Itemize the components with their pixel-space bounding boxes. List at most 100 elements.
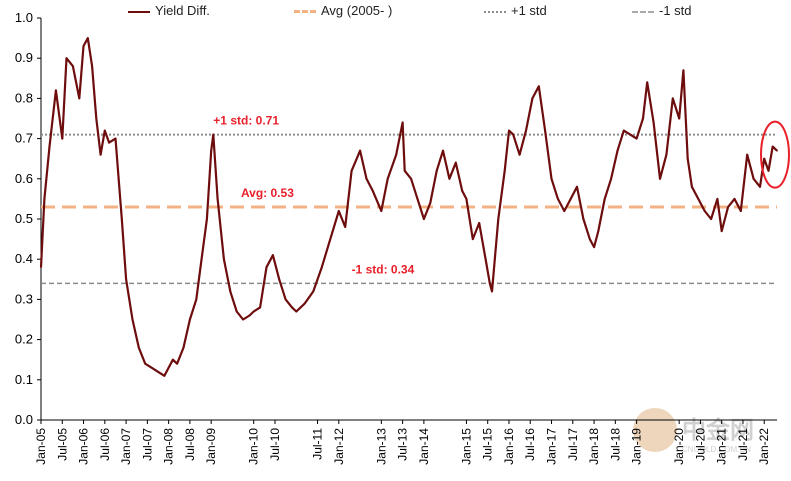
x-tick-label: Jan-09 xyxy=(204,428,218,465)
data-point xyxy=(303,302,306,305)
data-point xyxy=(716,198,719,200)
data-point xyxy=(448,177,451,180)
data-point xyxy=(491,290,493,293)
data-point xyxy=(597,230,600,232)
y-tick-label: 0.1 xyxy=(15,372,33,387)
x-tick-label: Jan-14 xyxy=(417,428,431,465)
x-tick-label: Jan-05 xyxy=(34,428,48,465)
data-point xyxy=(461,189,464,192)
data-point xyxy=(150,366,153,369)
data-point xyxy=(525,129,527,132)
data-point xyxy=(563,210,566,212)
data-point xyxy=(739,210,742,212)
data-point xyxy=(442,149,444,152)
data-point xyxy=(176,362,179,365)
x-tick-label: Jan-22 xyxy=(757,428,771,465)
data-point xyxy=(157,370,159,373)
data-point xyxy=(416,198,419,200)
x-tick-label: Jan-10 xyxy=(247,428,261,465)
data-point xyxy=(210,149,213,152)
data-point xyxy=(291,306,293,309)
reference-label: Avg: 0.53 xyxy=(241,186,294,200)
data-point xyxy=(242,318,244,321)
data-point xyxy=(557,198,559,200)
data-point xyxy=(212,133,215,136)
data-point xyxy=(550,177,553,180)
data-point xyxy=(350,169,353,172)
data-point xyxy=(682,69,685,72)
data-point xyxy=(65,57,68,60)
data-point xyxy=(771,145,774,148)
legend: Yield Diff. Avg (2005- ) +1 std -1 std xyxy=(0,0,791,24)
data-point xyxy=(691,185,693,188)
data-point xyxy=(767,169,770,172)
y-tick-label: 0.8 xyxy=(15,90,33,105)
x-tick-label: Jan-08 xyxy=(162,428,176,465)
x-tick-label: Jan-15 xyxy=(459,428,473,465)
data-point xyxy=(703,210,706,212)
data-point xyxy=(265,266,268,269)
legend-item-plus-std: +1 std xyxy=(484,3,547,18)
data-point xyxy=(137,346,140,349)
legend-item-minus-std: -1 std xyxy=(632,3,692,18)
y-tick-label: 0.5 xyxy=(15,211,33,226)
x-tick-label: Jan-16 xyxy=(502,428,516,465)
x-tick-label: Jan-18 xyxy=(587,428,601,465)
data-point xyxy=(95,117,98,120)
data-point xyxy=(429,202,432,204)
data-point xyxy=(120,218,123,220)
data-point xyxy=(229,290,232,293)
data-point xyxy=(167,366,170,369)
data-point xyxy=(82,45,85,48)
data-point xyxy=(395,153,398,156)
data-point xyxy=(616,149,619,152)
data-point xyxy=(259,306,261,309)
data-point xyxy=(671,97,674,100)
data-point xyxy=(344,226,347,228)
legend-item-yield: Yield Diff. xyxy=(128,3,210,18)
x-tick-label: Jul-11 xyxy=(311,428,325,460)
watermark-sub: CNGOLD.COM.CN xyxy=(682,445,751,454)
data-point xyxy=(359,149,361,152)
data-point xyxy=(206,218,208,220)
x-tick-label: Jul-06 xyxy=(98,428,112,461)
y-tick-label: 0.2 xyxy=(15,332,33,347)
x-tick-label: Jan-07 xyxy=(119,428,133,465)
x-tick-label: Jul-13 xyxy=(396,428,410,461)
data-point xyxy=(508,129,510,132)
highlight-ellipse xyxy=(760,120,790,189)
data-point xyxy=(199,266,202,269)
y-tick-label: 1.0 xyxy=(15,10,33,25)
data-point xyxy=(659,177,661,180)
data-point xyxy=(114,137,117,140)
data-point xyxy=(48,145,51,148)
y-tick-label: 0.6 xyxy=(15,171,33,186)
data-point xyxy=(401,121,404,124)
highlight-ellipse-shape xyxy=(760,120,790,189)
data-point xyxy=(497,218,500,220)
data-point xyxy=(320,266,323,269)
data-point xyxy=(216,198,219,200)
data-point xyxy=(465,198,468,200)
data-point xyxy=(312,290,315,293)
data-point xyxy=(54,89,57,92)
legend-label-plus-std: +1 std xyxy=(511,3,547,18)
data-point xyxy=(665,153,668,156)
data-point xyxy=(144,362,147,365)
data-point xyxy=(72,65,74,68)
data-point xyxy=(635,137,638,140)
data-point xyxy=(248,314,251,317)
data-point xyxy=(759,185,761,188)
data-point xyxy=(422,218,425,220)
data-point xyxy=(603,198,606,200)
x-tick-label: Jan-12 xyxy=(332,428,346,465)
y-tick-label: 0.3 xyxy=(15,291,33,306)
x-tick-label: Jul-18 xyxy=(608,428,622,461)
data-point xyxy=(252,310,255,313)
x-tick-label: Jul-08 xyxy=(183,428,197,461)
data-point xyxy=(776,149,778,152)
data-point xyxy=(454,161,457,164)
data-point xyxy=(503,169,506,172)
data-point xyxy=(43,198,46,200)
data-point xyxy=(518,153,521,156)
